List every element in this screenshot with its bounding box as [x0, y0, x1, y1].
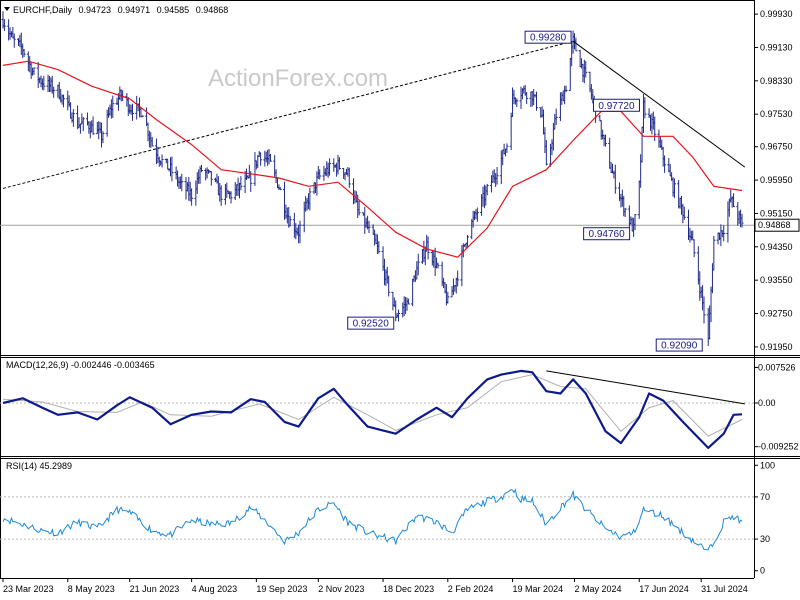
price-level-labels: 0.99280 0.97720 0.94760 0.92520 0.92090 — [347, 30, 703, 352]
level-label-box — [347, 316, 395, 330]
price-axis-label: 0.92750 — [760, 309, 793, 319]
support-trendline — [2, 40, 574, 189]
price-axis-label: 0.93550 — [760, 275, 793, 285]
open-value: 0.94723 — [79, 5, 112, 15]
last-price-marker — [754, 218, 800, 232]
date-axis-label: 17 Jun 2024 — [639, 584, 689, 594]
price-axis-label: 0.99130 — [760, 42, 793, 52]
symbol-label: EURCHF,Daily — [13, 5, 73, 15]
svg-text:EURCHF,Daily 0.94723: EURCHF,Daily 0.94723 0.94971 0.94585 0.9… — [13, 5, 228, 15]
level-label-box — [655, 338, 703, 352]
price-axis-label: 0.97530 — [760, 109, 793, 119]
date-axis-label: 31 Jul 2024 — [701, 584, 748, 594]
macd-title: MACD(12,26,9) -0.002446 -0.003465 — [6, 360, 155, 370]
rsi-axis-label: 70 — [760, 492, 770, 502]
date-axis-label: 2 Nov 2023 — [318, 584, 364, 594]
rsi-panel: RSI(14) 45.2989 100 70 30 0 — [0, 460, 775, 576]
price-axis-label: 0.96750 — [760, 142, 793, 152]
price-axis-label: 0.98330 — [760, 76, 793, 86]
resistance-trendline — [572, 40, 746, 168]
macd-axis-label: 0.007526 — [758, 362, 796, 372]
dropdown-triangle-icon — [4, 7, 10, 11]
macd-line — [2, 369, 743, 449]
macd-panel: MACD(12,26,9) -0.002446 -0.003465 0.0075… — [0, 360, 799, 452]
macd-signal-line — [2, 374, 743, 437]
date-axis-label: 8 May 2023 — [68, 584, 115, 594]
date-axis-label: 19 Mar 2024 — [513, 584, 564, 594]
level-label-box — [524, 30, 572, 44]
date-axis-label: 4 Aug 2023 — [192, 584, 238, 594]
date-axis-label: 18 Dec 2023 — [383, 584, 434, 594]
rsi-title: RSI(14) 45.2989 — [6, 461, 72, 471]
level-label-text: 0.94760 — [589, 229, 626, 240]
level-label-box — [592, 98, 640, 112]
macd-axis-label: 0.00 — [758, 398, 776, 408]
level-label-text: 0.92520 — [353, 319, 390, 330]
rsi-line — [2, 488, 743, 551]
price-bars — [1, 11, 744, 346]
level-label-text: 0.99280 — [530, 33, 567, 44]
high-value: 0.94971 — [118, 5, 151, 15]
price-axis-label: 0.94350 — [760, 242, 793, 252]
last-price-label: 0.94868 — [758, 220, 791, 230]
close-value: 0.94868 — [196, 5, 229, 15]
level-label-text: 0.97720 — [598, 101, 635, 112]
date-axis: 23 Mar 2023 8 May 2023 21 Jun 2023 4 Aug 20… — [2, 578, 748, 594]
date-axis-label: 2 May 2024 — [574, 584, 621, 594]
moving-average-line — [2, 60, 743, 258]
price-overlays — [2, 40, 746, 258]
chart-header: EURCHF,Daily 0.94723 0.94971 0.94585 0.9… — [4, 5, 228, 15]
price-axis-label: 0.99930 — [760, 9, 793, 19]
watermark-text: ActionForex.com — [208, 65, 388, 92]
macd-axis-label: -0.009252 — [758, 442, 799, 452]
price-axis-label: 0.95150 — [760, 208, 793, 218]
date-axis-label: 23 Mar 2023 — [3, 584, 54, 594]
date-axis-label: 19 Sep 2023 — [256, 584, 307, 594]
rsi-axis-label: 30 — [760, 534, 770, 544]
price-axis: 0.99930 0.99130 0.98330 0.97530 0.96750 0.959… — [754, 9, 800, 352]
macd-trendline — [546, 370, 745, 405]
price-axis-label: 0.95950 — [760, 175, 793, 185]
rsi-axis-label: 100 — [760, 460, 775, 470]
level-label-box — [583, 227, 631, 241]
level-label-text: 0.92090 — [661, 341, 698, 352]
rsi-axis-label: 0 — [760, 566, 765, 576]
date-axis-label: 21 Jun 2023 — [130, 584, 180, 594]
low-value: 0.94585 — [157, 5, 190, 15]
price-axis-label: 0.91950 — [760, 342, 793, 352]
date-axis-label: 2 Feb 2024 — [448, 584, 494, 594]
